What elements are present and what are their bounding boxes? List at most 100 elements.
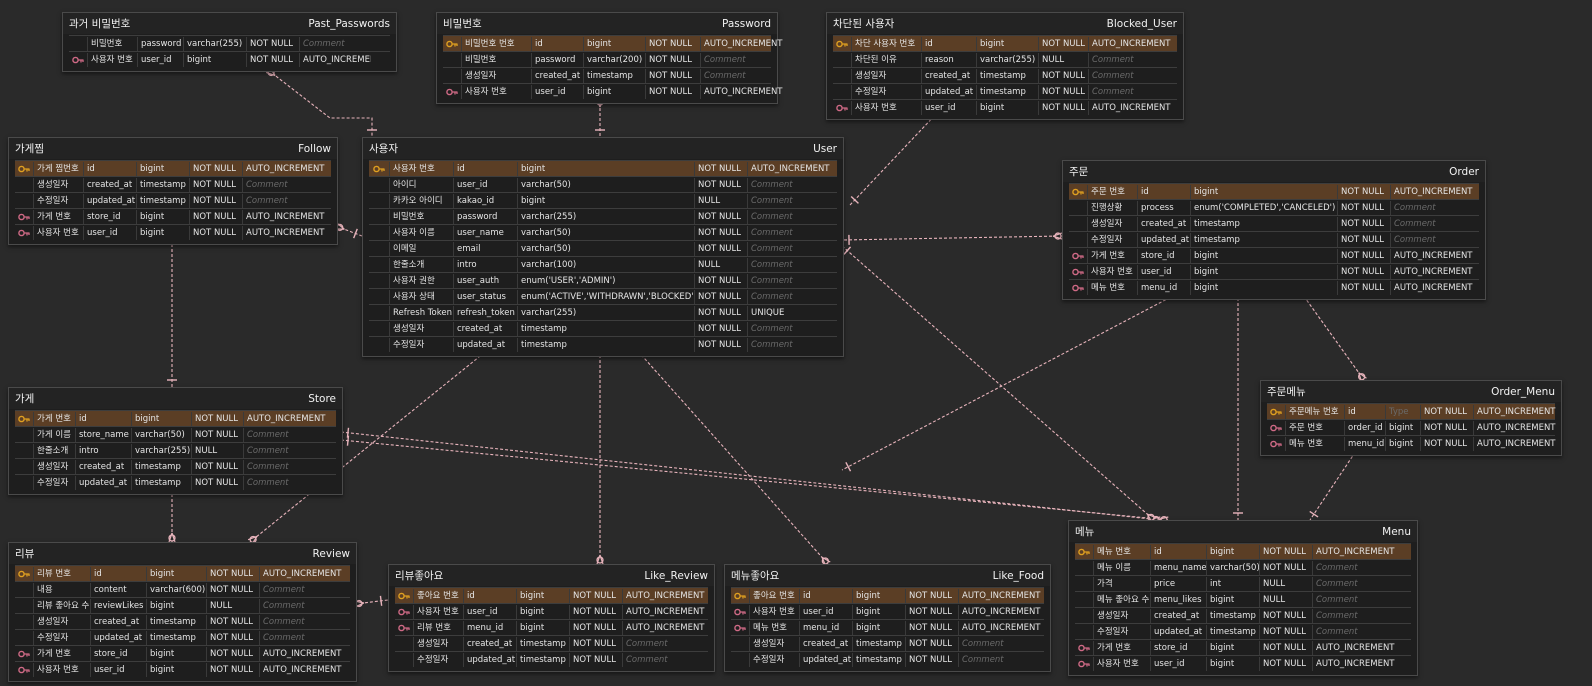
table-row[interactable]: 생성일자 created_at timestamp NOT NULL Comment [15, 613, 350, 629]
table-row[interactable]: 생성일자 created_at timestamp NOT NULL Comment [1069, 215, 1479, 231]
table-row[interactable]: 메뉴 번호 menu_id bigint NOT NULL AUTO_INCREMENT [731, 619, 1044, 635]
table-row[interactable]: 수정일자 updated_at timestamp NOT NULL Comment [1069, 231, 1479, 247]
table-row[interactable]: 비밀번호 password varchar(255) NOT NULL Comment [369, 208, 837, 224]
table-row[interactable]: 리뷰 좋아요 수 reviewLikes bigint NULL Comment [15, 597, 350, 613]
table-row[interactable]: 주문 번호 id bigint NOT NULL AUTO_INCREMENT [1069, 183, 1479, 199]
table-row[interactable]: 생성일자 created_at timestamp NOT NULL Comment [731, 635, 1044, 651]
table-row[interactable]: 진행상황 process enum('COMPLETED','CANCELED') N… [1069, 199, 1479, 215]
table-row[interactable]: 리뷰 번호 menu_id bigint NOT NULL AUTO_INCREMENT [395, 619, 708, 635]
table-row[interactable]: 리뷰 번호 id bigint NOT NULL AUTO_INCREMENT [15, 565, 350, 581]
column-column: store_id [1137, 248, 1190, 263]
table-row[interactable]: 주문 번호 order_id bigint NOT NULL AUTO_INCREMEN… [1267, 419, 1556, 435]
table-row[interactable]: 메뉴 번호 id bigint NOT NULL AUTO_INCREMENT [1075, 543, 1411, 559]
table-user[interactable]: 사용자 User 사용자 번호 id bigint NOT NULL AUTO_INCREM… [362, 137, 844, 357]
column-column: created_at [83, 177, 136, 192]
table-row[interactable]: 가게 이름 store_name varchar(50) NOT NULL Commen… [15, 426, 336, 442]
column-nullable: NOT NULL [246, 36, 299, 51]
table-row[interactable]: 비밀번호 password varchar(200) NOT NULL Comment [443, 51, 771, 67]
table-row[interactable]: 생성일자 created_at timestamp NOT NULL Comment [833, 67, 1177, 83]
crowfoot-marker [1358, 372, 1367, 379]
table-row[interactable]: 좋아요 번호 id bigint NOT NULL AUTO_INCREMENT [395, 587, 708, 603]
table-row[interactable]: 아이디 user_id varchar(50) NOT NULL Comment [369, 176, 837, 192]
table-store[interactable]: 가게 Store 가게 번호 id bigint NOT NULL AUTO_INCREME… [8, 387, 343, 495]
table-header[interactable]: 주문 Order [1063, 161, 1485, 182]
table-row[interactable]: 수정일자 updated_at timestamp NOT NULL Comment [15, 474, 336, 490]
table-row[interactable]: 메뉴 번호 menu_id bigint NOT NULL AUTO_INCREMENT [1069, 279, 1479, 295]
table-row[interactable]: 좋아요 번호 id bigint NOT NULL AUTO_INCREMENT [731, 587, 1044, 603]
table-header[interactable]: 차단된 사용자 Blocked_User [827, 13, 1183, 34]
table-row[interactable]: 사용자 번호 id bigint NOT NULL AUTO_INCREMENT [369, 160, 837, 176]
table-header[interactable]: 주문메뉴 Order_Menu [1261, 381, 1561, 402]
table-row[interactable]: 수정일자 updated_at timestamp NOT NULL Comment [833, 83, 1177, 99]
table-row[interactable]: 수정일자 updated_at timestamp NOT NULL Comment [369, 336, 837, 352]
table-menu[interactable]: 메뉴 Menu 메뉴 번호 id bigint NOT NULL AUTO_INCREMEN… [1068, 520, 1418, 676]
table-row[interactable]: 가게 번호 id bigint NOT NULL AUTO_INCREMENT [15, 410, 336, 426]
table-row[interactable]: 메뉴 좋아요 수 menu_likes bigint NULL Comment [1075, 591, 1411, 607]
table-row[interactable]: 카카오 아이디 kakao_id bigint NULL Comment [369, 192, 837, 208]
table-header[interactable]: 비밀번호 Password [437, 13, 777, 34]
table-row[interactable]: 차단된 이유 reason varchar(255) NULL Comment [833, 51, 1177, 67]
table-row[interactable]: 비밀번호 번호 id bigint NOT NULL AUTO_INCREMENT [443, 35, 783, 51]
table-row[interactable]: 가게 번호 store_id bigint NOT NULL AUTO_INCREMEN… [1075, 639, 1411, 655]
table-row[interactable]: 주문메뉴 번호 id Type NOT NULL AUTO_INCREMENT [1267, 403, 1556, 419]
column-extra: AUTO_INCREMENT [1390, 280, 1478, 295]
table-row[interactable]: 수정일자 updated_at timestamp NOT NULL Comment [15, 192, 331, 208]
table-header[interactable]: 사용자 User [363, 138, 843, 159]
table-header[interactable]: 리뷰 Review [9, 543, 356, 564]
table-like-food[interactable]: 메뉴좋아요 Like_Food 좋아요 번호 id bigint NOT NULL AUTO… [724, 564, 1051, 672]
table-row[interactable]: 메뉴 이름 menu_name varchar(50) NOT NULL Comment [1075, 559, 1411, 575]
table-row[interactable]: 비밀번호 password varchar(255) NOT NULL Comment [69, 35, 390, 51]
table-blocked-user[interactable]: 차단된 사용자 Blocked_User 차단 사용자 번호 id bigint NOT … [826, 12, 1184, 120]
table-follow[interactable]: 가게찜 Follow 가게 찜번호 id bigint NOT NULL AUTO_INCR… [8, 137, 338, 245]
table-review[interactable]: 리뷰 Review 리뷰 번호 id bigint NOT NULL AUTO_INCREM… [8, 542, 357, 682]
table-row[interactable]: 수정일자 updated_at timestamp NOT NULL Comment [15, 629, 350, 645]
table-row[interactable]: 이메일 email varchar(50) NOT NULL Comment [369, 240, 837, 256]
table-header[interactable]: 메뉴 Menu [1069, 521, 1417, 542]
table-row[interactable]: 생성일자 created_at timestamp NOT NULL Comment [395, 635, 708, 651]
table-row[interactable]: 한줄소개 intro varchar(255) NULL Comment [15, 442, 336, 458]
table-past-passwords[interactable]: 과거 비밀번호 Past_Passwords 비밀번호 password varchar… [62, 12, 397, 72]
table-header[interactable]: 리뷰좋아요 Like_Review [389, 565, 714, 586]
table-row[interactable]: 가게 번호 store_id bigint NOT NULL AUTO_INCREMEN… [1069, 247, 1479, 263]
table-password[interactable]: 비밀번호 Password 비밀번호 번호 id bigint NOT NULL AUTO_… [436, 12, 783, 104]
table-row[interactable]: Refresh Token refresh_token varchar(255) NO… [369, 304, 837, 320]
table-row[interactable]: 가게 번호 store_id bigint NOT NULL AUTO_INCREMEN… [15, 645, 350, 661]
table-header[interactable]: 메뉴좋아요 Like_Food [725, 565, 1050, 586]
table-row[interactable]: 생성일자 created_at timestamp NOT NULL Comment [15, 458, 336, 474]
table-row[interactable]: 차단 사용자 번호 id bigint NOT NULL AUTO_INCREMENT [833, 35, 1177, 51]
table-row[interactable]: 생성일자 created_at timestamp NOT NULL Comment [1075, 607, 1411, 623]
table-row[interactable]: 내용 content varchar(600) NOT NULL Comment [15, 581, 350, 597]
table-row[interactable]: 수정일자 updated_at timestamp NOT NULL Comment [1075, 623, 1411, 639]
column-nullable: NOT NULL [189, 193, 242, 208]
column-type: varchar(50) [131, 427, 191, 442]
table-row[interactable]: 생성일자 created_at timestamp NOT NULL Comment [443, 67, 771, 83]
table-row[interactable]: 한줄소개 intro varchar(100) NULL Comment [369, 256, 837, 272]
table-row[interactable]: 가격 price int NULL Comment [1075, 575, 1411, 591]
table-row[interactable]: 생성일자 created_at timestamp NOT NULL Comment [369, 320, 837, 336]
column-column: created_at [1137, 216, 1190, 231]
table-header[interactable]: 가게 Store [9, 388, 342, 409]
table-row[interactable]: 사용자 권한 user_auth enum('USER','ADMIN') NOT N… [369, 272, 837, 288]
table-header[interactable]: 과거 비밀번호 Past_Passwords [63, 13, 396, 34]
table-header[interactable]: 가게찜 Follow [9, 138, 337, 159]
table-row[interactable]: 수정일자 updated_at timestamp NOT NULL Comment [395, 651, 708, 667]
table-row[interactable]: 수정일자 updated_at timestamp NOT NULL Comment [731, 651, 1044, 667]
table-row[interactable]: 메뉴 번호 menu_id bigint NOT NULL AUTO_INCREMENT [1267, 435, 1556, 451]
table-order[interactable]: 주문 Order 주문 번호 id bigint NOT NULL AUTO_INCREME… [1062, 160, 1486, 300]
table-row[interactable]: 가게 번호 store_id bigint NOT NULL AUTO_INCREMEN… [15, 208, 331, 224]
table-row[interactable]: 가게 찜번호 id bigint NOT NULL AUTO_INCREMENT [15, 160, 331, 176]
table-like-review[interactable]: 리뷰좋아요 Like_Review 좋아요 번호 id bigint NOT NULL AU… [388, 564, 715, 672]
table-row[interactable]: 사용자 이름 user_name varchar(50) NOT NULL Commen… [369, 224, 837, 240]
table-order-menu[interactable]: 주문메뉴 Order_Menu 주문메뉴 번호 id Type NOT NULL AUTO_… [1260, 380, 1562, 456]
table-row[interactable]: 사용자 상태 user_status enum('ACTIVE','WITHDRAW… [369, 288, 837, 304]
table-row[interactable]: 생성일자 created_at timestamp NOT NULL Comment [15, 176, 331, 192]
